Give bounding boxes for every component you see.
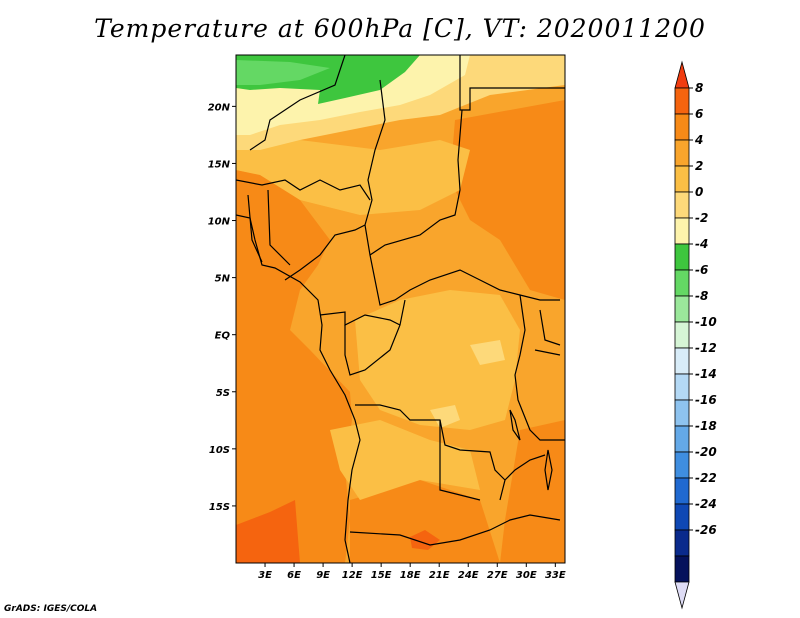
lat-tick-label: 5S [216,388,230,399]
border-line [355,404,506,501]
colorbar-swatch [674,113,690,141]
lake-outline [509,409,553,491]
colorbar-swatch [674,243,690,271]
colorbar-swatch [674,347,690,375]
colorbar-swatch [674,295,690,323]
colorbar-label: -20 [695,445,717,459]
lat-tick-label: 5N [215,274,231,285]
colorbar-label: 8 [695,81,703,95]
border-line [344,299,406,376]
border-line [534,309,561,356]
border-line [439,420,481,501]
colorbar-swatch [674,503,690,531]
lon-tick-label: 24E [458,570,479,581]
border-line [459,55,565,111]
colorbar: 8 6 4 2 0 -2 -4 -6 -8 -10 -12 -14 -16 -18 -20 -22 -24 -26 [674,60,717,610]
lat-tick-label: 10S [209,445,230,456]
lon-tick-label: 18E [400,570,421,581]
colorbar-swatch [674,477,690,505]
field-light-yellow-patch [430,405,460,428]
colorbar-label: -6 [695,263,708,277]
colorbar-swatch [674,191,690,219]
colorbar-label: -2 [695,211,708,225]
border-line [349,514,561,546]
border-line [284,224,366,281]
colorbar-swatch [674,321,690,349]
lon-tick-label: 30E [516,570,537,581]
lon-tick-label: 12E [342,570,363,581]
colorbar-label: 6 [695,107,703,121]
colorbar-swatch [674,399,690,427]
field-red-orange-sw [236,500,300,563]
longitude-axis: 3E 6E 9E 12E 15E 18E 21E 24E 27E 30E 33E [258,563,566,581]
colorbar-overflow-triangle [674,60,690,89]
border-line [236,179,371,201]
lon-tick-label: 15E [371,570,392,581]
colorbar-swatch [674,165,690,193]
border-line [249,55,346,151]
plot-title: Temperature at 600hPa [C], VT: 202001120… [94,14,706,43]
colorbar-swatch [674,555,690,583]
field-dark-orange-west [236,170,352,563]
colorbar-label: -8 [695,289,708,303]
colorbar-swatch [674,425,690,453]
colorbar-label: -16 [695,393,717,407]
map-frame [235,54,566,564]
lat-tick-label: 20N [208,102,231,113]
colorbar-underflow-triangle [674,581,690,610]
colorbar-label: -12 [695,341,717,355]
colorbar-label: -22 [695,471,717,485]
border-line [504,454,546,481]
credit-text: GrADS: IGES/COLA [4,604,98,614]
field-light-yellow-patch [470,340,505,365]
colorbar-swatch [674,373,690,401]
colorbar-swatch [674,451,690,479]
field-light-green-north [236,60,330,85]
colorbar-label: -10 [695,315,717,329]
lat-tick-label: 15N [208,159,231,170]
border-line [364,79,463,257]
lat-tick-label: EQ [215,331,231,342]
country-borders [236,55,565,563]
field-light-orange-sahel [236,140,470,215]
colorbar-label: -24 [695,497,717,511]
colorbar-label: -4 [695,237,708,251]
lon-tick-label: 9E [316,570,330,581]
border-line [319,311,401,326]
border-line [247,189,291,266]
lat-tick-label: 15S [209,502,230,513]
temperature-field [236,55,565,563]
lon-tick-label: 21E [429,570,450,581]
lat-tick-label: 10N [208,217,231,228]
colorbar-swatch [674,529,690,557]
colorbar-label: -26 [695,523,717,537]
lon-tick-label: 6E [287,570,301,581]
field-light-orange-south [330,420,480,500]
colorbar-label: 4 [694,133,703,147]
colorbar-label: -14 [695,367,717,381]
colorbar-swatch [674,217,690,245]
border-line [514,294,565,441]
field-dark-orange-east [450,100,565,300]
latitude-axis: 20N 15N 10N 5N EQ 5S 10S 15S [208,102,236,513]
field-light-orange-central [355,290,520,430]
colorbar-swatch [674,87,690,115]
border-line [369,254,560,306]
colorbar-label: -18 [695,419,717,433]
colorbar-label: 0 [695,185,703,199]
lon-tick-label: 33E [545,570,566,581]
colorbar-swatch [674,139,690,167]
colorbar-label: 2 [695,159,703,173]
field-dark-orange-south [350,480,500,563]
lon-tick-label: 3E [258,570,272,581]
lon-tick-label: 27E [487,570,508,581]
colorbar-swatch [674,269,690,297]
